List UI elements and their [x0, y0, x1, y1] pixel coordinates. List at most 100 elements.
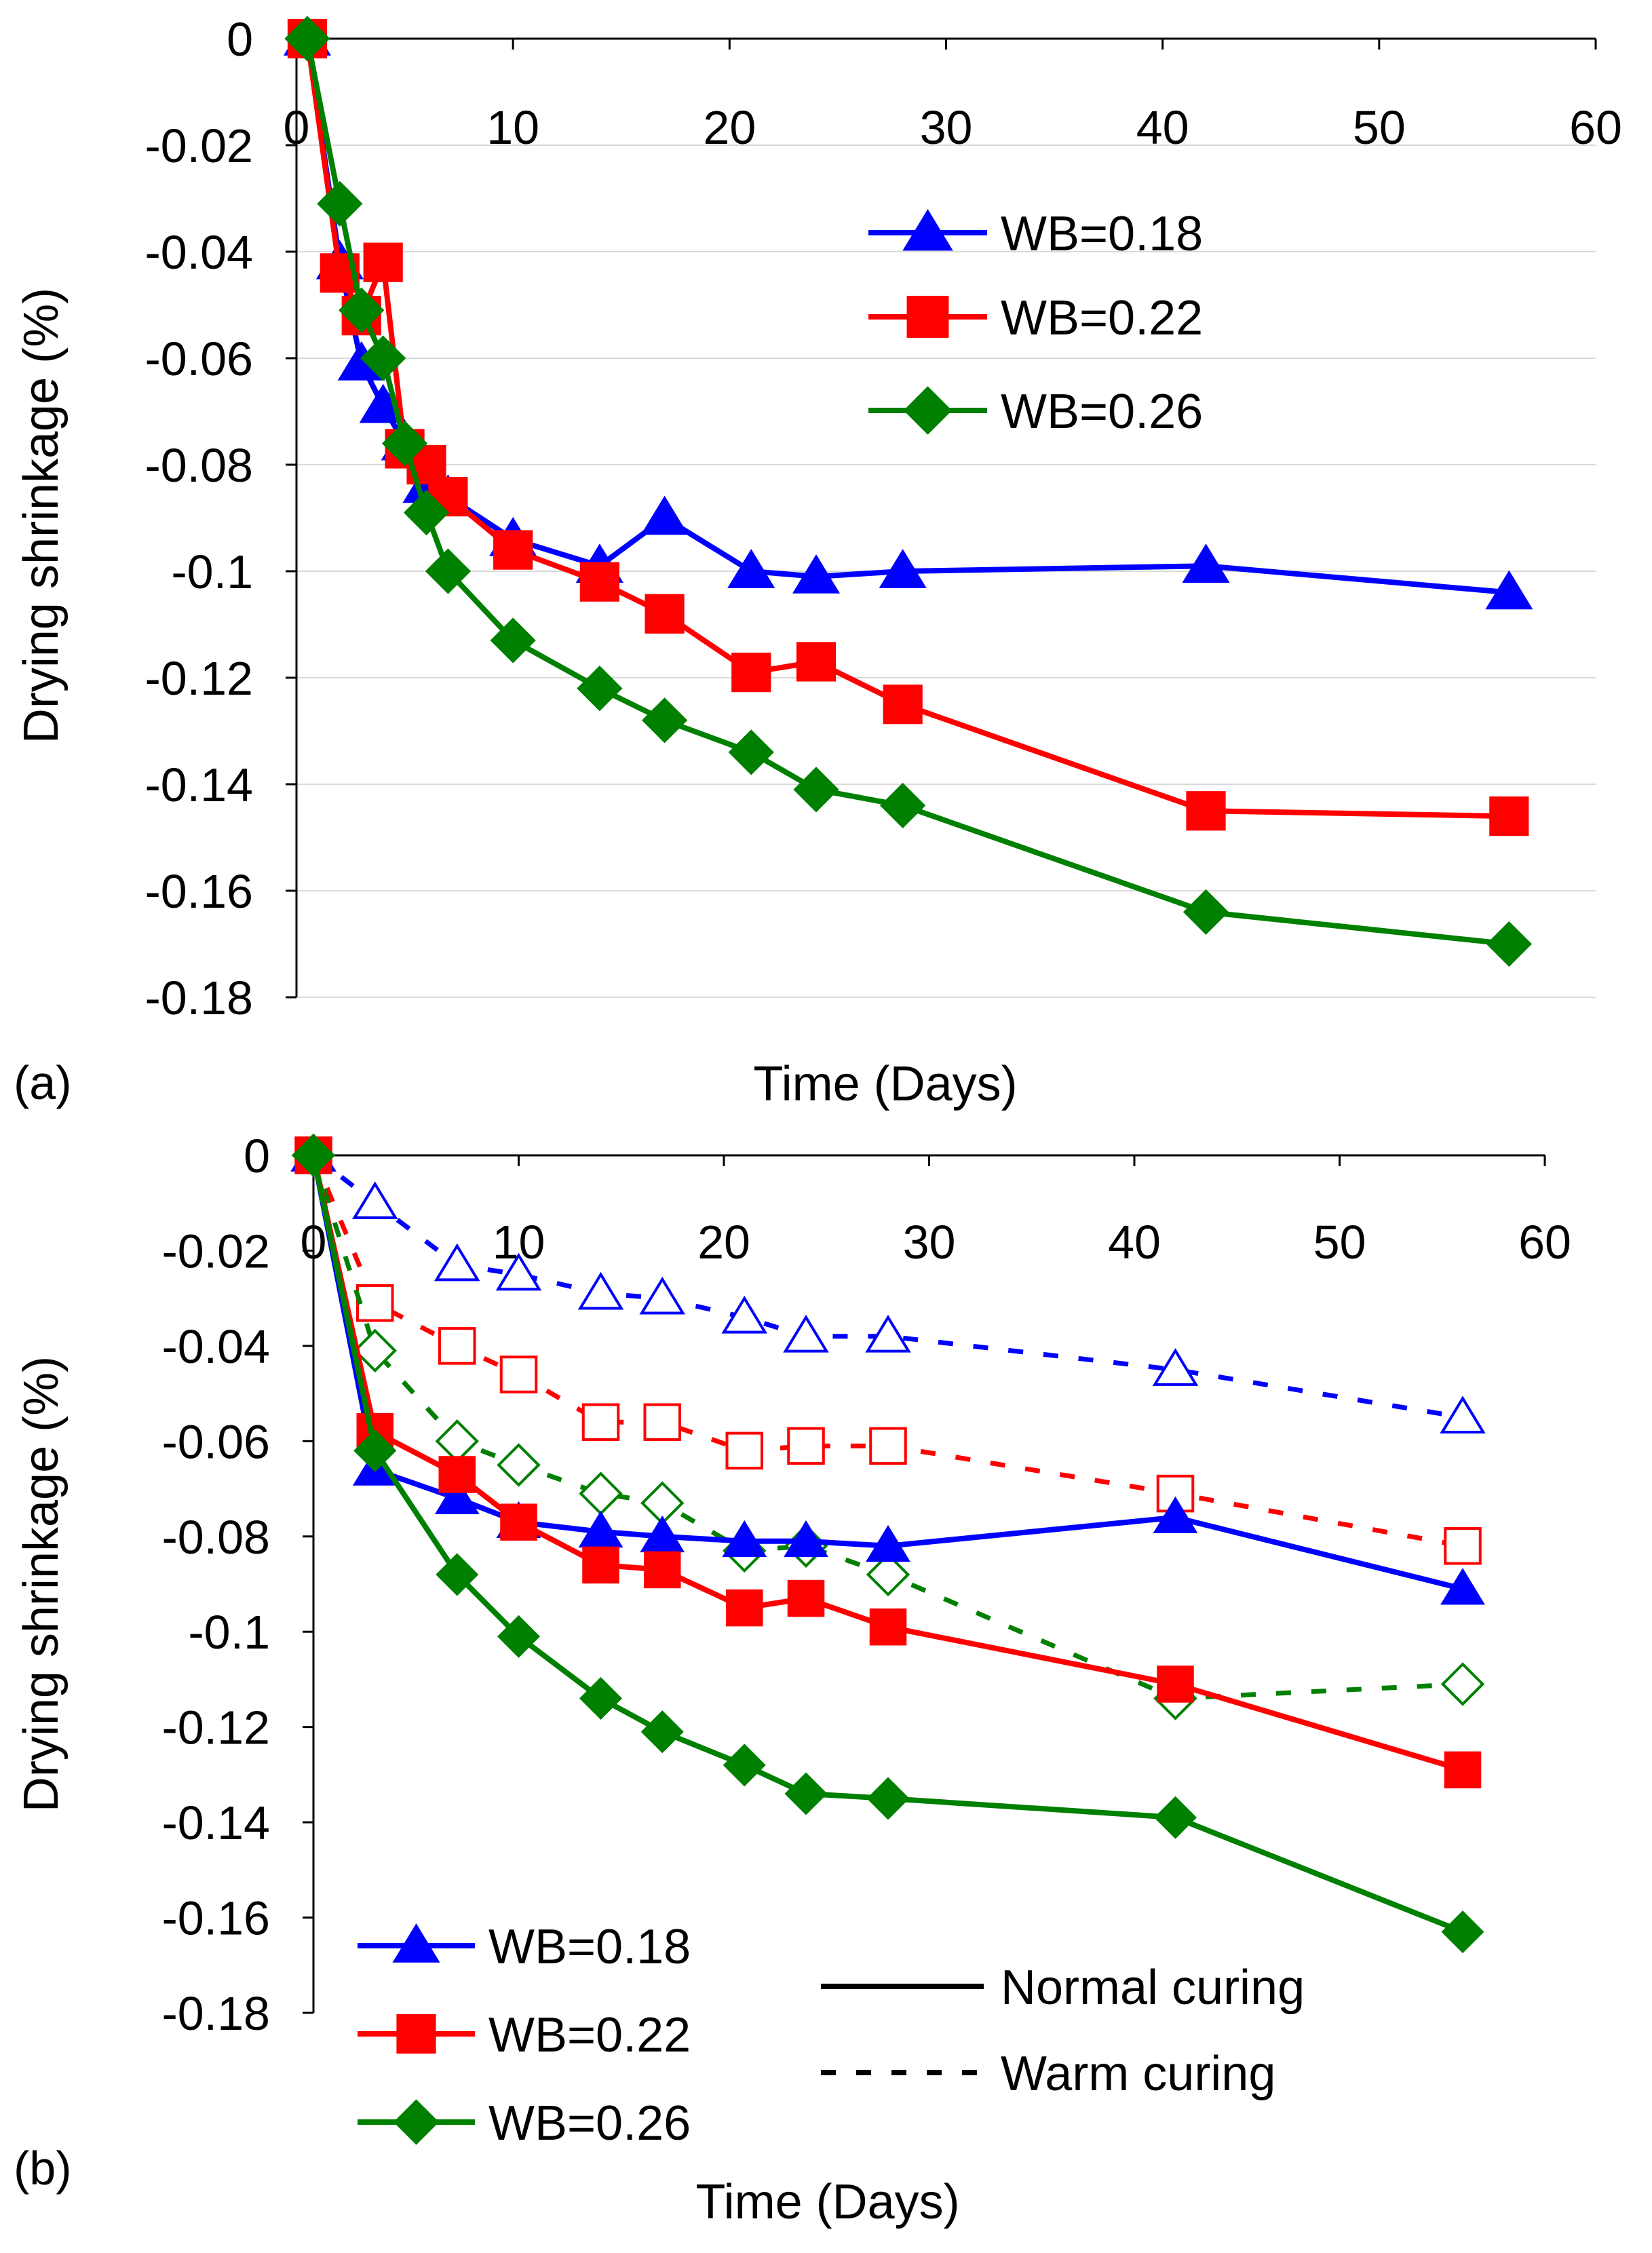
data-point — [640, 1710, 684, 1754]
panel-label: (a) — [14, 1056, 72, 1109]
legend-label: WB=0.26 — [1001, 385, 1203, 439]
data-point — [356, 1284, 394, 1322]
data-point — [783, 1314, 829, 1353]
data-point — [866, 1552, 910, 1597]
y-tick-label: -0.16 — [161, 1892, 270, 1945]
data-point — [435, 1419, 479, 1463]
data-point — [792, 554, 841, 594]
y-tick-label: -0.1 — [188, 1606, 270, 1659]
series-line — [311, 1154, 1463, 1549]
data-point — [490, 617, 536, 663]
y-tick-label: -0.14 — [145, 758, 253, 811]
legend-label: WB=0.18 — [1001, 207, 1203, 261]
x-tick-label: 60 — [1569, 101, 1622, 154]
data-point — [360, 335, 406, 381]
data-point — [866, 1524, 910, 1562]
y-axis-title: Drying shrinkage (%) — [14, 1356, 69, 1812]
legend-marker — [396, 2014, 436, 2054]
data-point — [579, 1677, 623, 1720]
y-tick-label: -0.02 — [145, 119, 253, 172]
data-point — [727, 549, 775, 588]
data-point — [1444, 1751, 1482, 1789]
data-point — [353, 1429, 397, 1472]
data-point — [639, 1276, 686, 1315]
data-point — [317, 180, 363, 227]
y-tick-label: -0.04 — [161, 1320, 270, 1373]
y-tick-label: -0.18 — [145, 971, 253, 1024]
y-tick-label: -0.12 — [161, 1701, 270, 1754]
data-point — [787, 1427, 825, 1465]
data-point — [577, 1271, 624, 1310]
data-point — [497, 1615, 541, 1658]
legend-label: WB=0.22 — [1001, 291, 1203, 345]
data-point — [436, 1553, 479, 1596]
data-point — [865, 1314, 911, 1353]
data-point — [1152, 1348, 1199, 1386]
legend-label: Normal curing — [1001, 1961, 1305, 2015]
data-point — [879, 549, 927, 588]
series-wb-0-26-normal — [292, 1134, 1484, 1954]
data-point — [292, 1134, 335, 1177]
data-point — [784, 1772, 828, 1815]
data-point — [339, 287, 385, 333]
data-point — [796, 642, 837, 682]
data-point — [438, 1456, 476, 1493]
data-point — [784, 1520, 828, 1558]
data-point — [725, 1589, 763, 1627]
series-line — [311, 1153, 1465, 1592]
y-tick-label: -0.06 — [161, 1415, 270, 1468]
data-point — [381, 420, 428, 467]
data-point — [425, 548, 472, 594]
y-tick-label: -0.02 — [161, 1225, 270, 1277]
data-point — [645, 594, 685, 634]
series-wb-0-18-warm — [290, 1134, 1486, 1434]
legend-marker — [392, 1923, 440, 1963]
data-point — [787, 1579, 825, 1617]
x-axis-title: Time (Days) — [753, 1057, 1017, 1111]
legend-label: WB=0.26 — [488, 2096, 691, 2151]
legend-marker — [393, 2099, 440, 2145]
y-tick-label: -0.06 — [145, 332, 253, 385]
data-point — [499, 1355, 538, 1393]
data-point — [728, 729, 774, 775]
x-tick-label: 50 — [1353, 101, 1406, 154]
data-point — [640, 495, 689, 535]
series-wb-0-26 — [284, 16, 1532, 967]
x-tick-label: 40 — [1136, 101, 1189, 154]
data-point — [579, 562, 619, 602]
data-point — [1153, 1496, 1198, 1534]
data-point — [403, 490, 450, 536]
data-point — [284, 16, 330, 62]
data-point — [880, 782, 926, 829]
data-point — [500, 1503, 537, 1541]
x-tick-label: 20 — [697, 1216, 750, 1269]
y-tick-label: 0 — [244, 1130, 270, 1182]
data-point — [577, 666, 623, 712]
data-point — [1486, 921, 1532, 967]
legend-label: WB=0.18 — [488, 1920, 691, 1974]
data-point — [497, 1443, 541, 1487]
data-point — [869, 1608, 907, 1646]
legend-label: Warm curing — [1001, 2047, 1275, 2101]
panel-label: (b) — [14, 2142, 72, 2195]
series-line — [311, 1153, 1463, 1420]
data-point — [434, 1477, 480, 1514]
x-tick-label: 20 — [703, 101, 756, 154]
data-point — [353, 1328, 397, 1373]
data-point — [1440, 1568, 1485, 1605]
x-tick-label: 30 — [920, 101, 973, 154]
data-point — [866, 1777, 910, 1820]
data-point — [1153, 1796, 1197, 1839]
legend-marker — [902, 209, 953, 251]
data-point — [1157, 1665, 1194, 1703]
data-point — [725, 1431, 764, 1470]
data-point — [579, 1471, 623, 1516]
y-tick-label: -0.04 — [145, 226, 253, 279]
panel-b-chart: 0 -0.02 -0.04 -0.06 -0.08 -0.1 -0.12 -0.14 -0.16… — [14, 1130, 1571, 2229]
data-point — [1183, 889, 1229, 936]
data-point — [1440, 1662, 1485, 1706]
data-point — [495, 1252, 542, 1291]
x-tick-label: 30 — [903, 1216, 956, 1269]
data-point — [581, 1403, 620, 1442]
